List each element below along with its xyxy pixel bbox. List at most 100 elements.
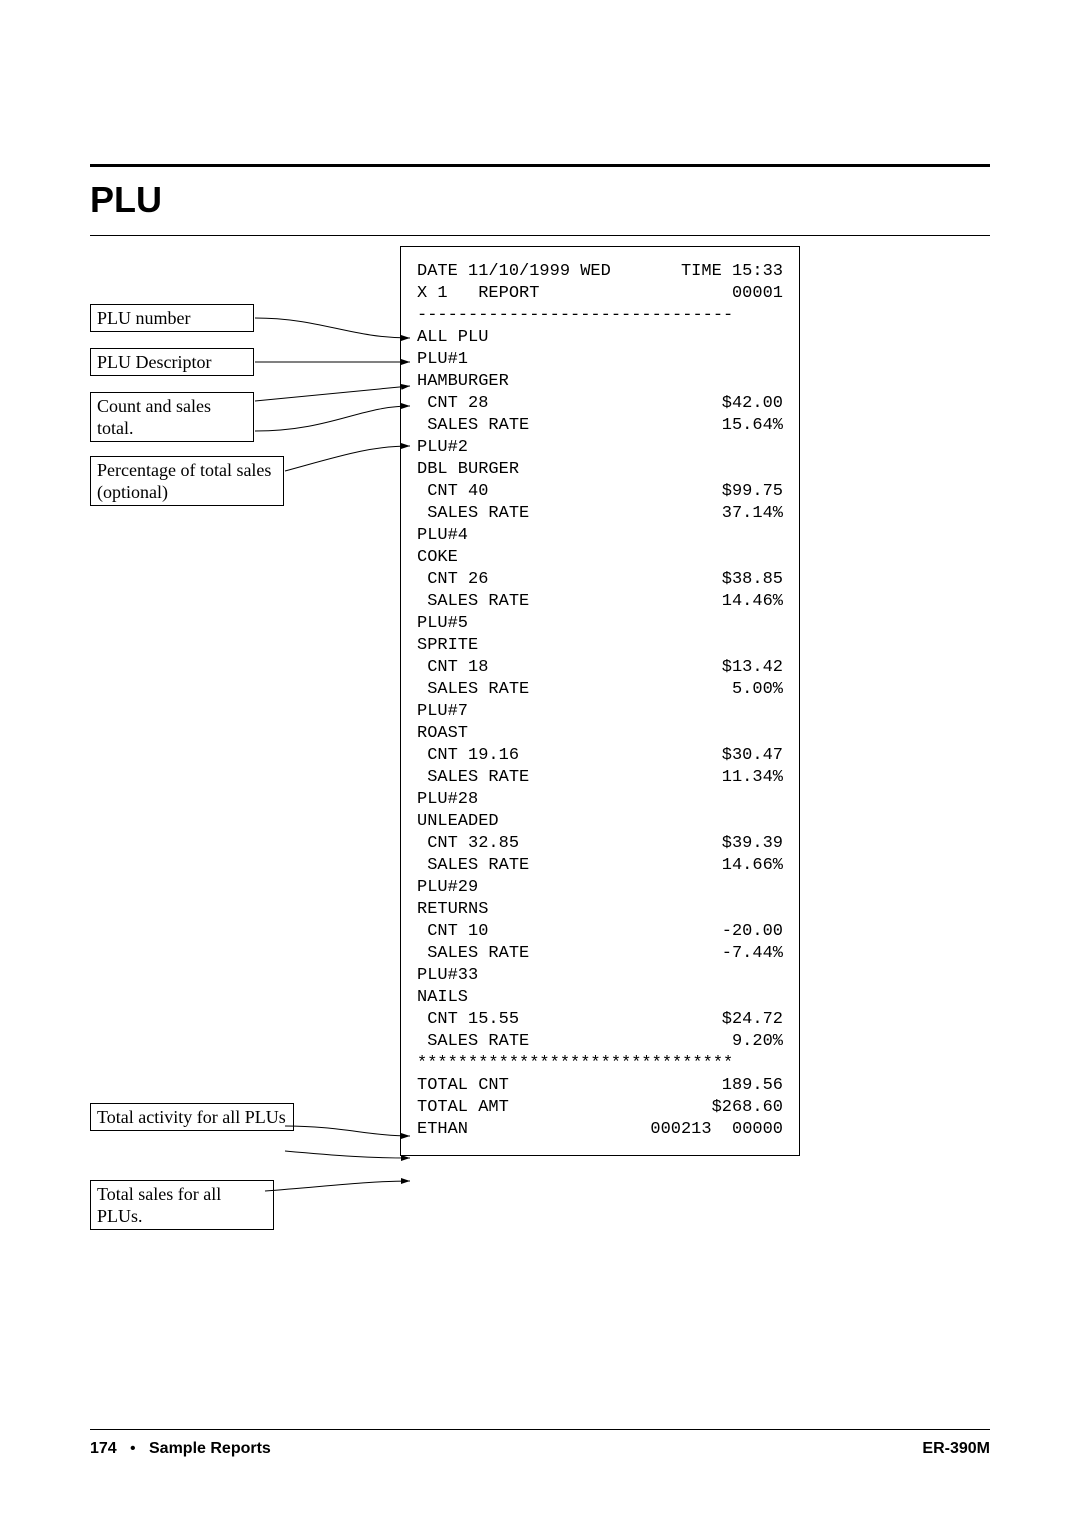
- receipt-header-1: DATE 11/10/1999 WED TIME 15:33: [417, 261, 783, 283]
- plu28-cnt: CNT 32.85 $39.39: [417, 833, 783, 855]
- receipt-stars: *******************************: [417, 1053, 783, 1075]
- label-total-activity: Total activity for all PLUs: [90, 1103, 294, 1131]
- plu28: PLU#28: [417, 789, 783, 811]
- plu4-rate-l: SALES RATE: [417, 591, 529, 613]
- plu5-rate-l: SALES RATE: [417, 679, 529, 701]
- plu2-rate-r: 37.14%: [722, 503, 783, 525]
- receipt: DATE 11/10/1999 WED TIME 15:33 X 1 REPOR…: [400, 246, 800, 1156]
- plu29-desc: RETURNS: [417, 899, 783, 921]
- plu5-desc: SPRITE: [417, 635, 783, 657]
- footer: 174 • Sample Reports ER-390M: [90, 1429, 990, 1458]
- receipt-header-2: X 1 REPORT 00001: [417, 283, 783, 305]
- plu7-cnt: CNT 19.16 $30.47: [417, 745, 783, 767]
- plu7-cnt-l: CNT 19.16: [417, 745, 519, 767]
- plu33-cnt-r: $24.72: [722, 1009, 783, 1031]
- plu33-rate: SALES RATE9.20%: [417, 1031, 783, 1053]
- plu1-rate-r: 15.64%: [722, 415, 783, 437]
- total-amt-l: TOTAL AMT: [417, 1097, 509, 1119]
- plu1-rate: SALES RATE 15.64%: [417, 415, 783, 437]
- plu28-rate-l: SALES RATE: [417, 855, 529, 877]
- plu29-cnt-r: -20.00: [722, 921, 783, 943]
- date-left: DATE 11/10/1999 WED: [417, 261, 611, 283]
- label-percentage: Percentage of total sales (optional): [90, 456, 284, 506]
- plu29-rate-l: SALES RATE: [417, 943, 529, 965]
- plu4-cnt-l: CNT 26: [417, 569, 488, 591]
- plu28-rate: SALES RATE 14.66%: [417, 855, 783, 877]
- plu4-rate-r: 14.46%: [722, 591, 783, 613]
- clerk-l: ETHAN: [417, 1119, 468, 1141]
- plu2-cnt: CNT 40 $99.75: [417, 481, 783, 503]
- plu4-cnt: CNT 26 $38.85: [417, 569, 783, 591]
- total-cnt: TOTAL CNT 189.56: [417, 1075, 783, 1097]
- plu2-desc: DBL BURGER: [417, 459, 783, 481]
- plu7-cnt-r: $30.47: [722, 745, 783, 767]
- plu1-cnt-r: $42.00: [722, 393, 783, 415]
- plu7-rate-r: 11.34%: [722, 767, 783, 789]
- plu5-rate-r: 5.00%: [732, 679, 783, 701]
- plu2-rate-l: SALES RATE: [417, 503, 529, 525]
- plu28-cnt-r: $39.39: [722, 833, 783, 855]
- plu2: PLU#2: [417, 437, 783, 459]
- plu33-desc: NAILS: [417, 987, 783, 1009]
- plu5: PLU#5: [417, 613, 783, 635]
- date-right: TIME 15:33: [681, 261, 783, 283]
- footer-bullet: •: [130, 1440, 136, 1457]
- plu33-cnt: CNT 15.55 $24.72: [417, 1009, 783, 1031]
- plu28-desc: UNLEADED: [417, 811, 783, 833]
- plu5-cnt: CNT 18 $13.42: [417, 657, 783, 679]
- total-amt-r: $268.60: [712, 1097, 783, 1119]
- plu1-cnt-l: CNT 28: [417, 393, 488, 415]
- body-area: PLU number PLU Descriptor Count and sale…: [90, 246, 990, 1326]
- plu4-cnt-r: $38.85: [722, 569, 783, 591]
- plu7-rate: SALES RATE 11.34%: [417, 767, 783, 789]
- label-plu-descriptor: PLU Descriptor: [90, 348, 254, 376]
- label-total-sales: Total sales for all PLUs.: [90, 1180, 274, 1230]
- all-plu: ALL PLU: [417, 327, 783, 349]
- plu2-rate: SALES RATE 37.14%: [417, 503, 783, 525]
- plu29-rate-r: -7.44%: [722, 943, 783, 965]
- clerk-r: 000213 00000: [650, 1119, 783, 1141]
- plu4-desc: COKE: [417, 547, 783, 569]
- plu2-cnt-l: CNT 40: [417, 481, 488, 503]
- receipt-dashes: -------------------------------: [417, 305, 783, 327]
- plu28-rate-r: 14.66%: [722, 855, 783, 877]
- plu7: PLU#7: [417, 701, 783, 723]
- plu33-cnt-l: CNT 15.55: [417, 1009, 519, 1031]
- plu28-cnt-l: CNT 32.85: [417, 833, 519, 855]
- footer-row: 174 • Sample Reports ER-390M: [90, 1440, 990, 1458]
- plu29: PLU#29: [417, 877, 783, 899]
- footer-right: ER-390M: [922, 1440, 990, 1458]
- plu1-rate-l: SALES RATE: [417, 415, 529, 437]
- plu33-rate-r: 9.20%: [732, 1031, 783, 1053]
- thin-rule: [90, 235, 990, 236]
- plu29-cnt-l: CNT 10: [417, 921, 488, 943]
- plu29-cnt: CNT 10 -20.00: [417, 921, 783, 943]
- total-amt: TOTAL AMT $268.60: [417, 1097, 783, 1119]
- plu7-rate-l: SALES RATE: [417, 767, 529, 789]
- plu33: PLU#33: [417, 965, 783, 987]
- footer-rule: [90, 1429, 990, 1430]
- plu4-rate: SALES RATE 14.46%: [417, 591, 783, 613]
- plu1-cnt: CNT 28 $42.00: [417, 393, 783, 415]
- plu5-cnt-r: $13.42: [722, 657, 783, 679]
- report-left: X 1 REPORT: [417, 283, 539, 305]
- plu1: PLU#1: [417, 349, 783, 371]
- page: PLU PLU number PLU Descriptor Count and …: [0, 0, 1080, 1528]
- footer-page-number: 174: [90, 1440, 117, 1457]
- plu5-cnt-l: CNT 18: [417, 657, 488, 679]
- report-right: 00001: [732, 283, 783, 305]
- clerk-line: ETHAN 000213 00000: [417, 1119, 783, 1141]
- top-rule: [90, 164, 990, 167]
- plu5-rate: SALES RATE 5.00%: [417, 679, 783, 701]
- plu2-cnt-r: $99.75: [722, 481, 783, 503]
- plu4: PLU#4: [417, 525, 783, 547]
- label-plu-number: PLU number: [90, 304, 254, 332]
- total-cnt-r: 189.56: [722, 1075, 783, 1097]
- plu1-desc: HAMBURGER: [417, 371, 783, 393]
- footer-left: 174 • Sample Reports: [90, 1440, 271, 1458]
- total-cnt-l: TOTAL CNT: [417, 1075, 509, 1097]
- page-title: PLU: [90, 179, 990, 221]
- footer-section: Sample Reports: [149, 1440, 271, 1457]
- plu29-rate: SALES RATE -7.44%: [417, 943, 783, 965]
- label-count-sales: Count and sales total.: [90, 392, 254, 442]
